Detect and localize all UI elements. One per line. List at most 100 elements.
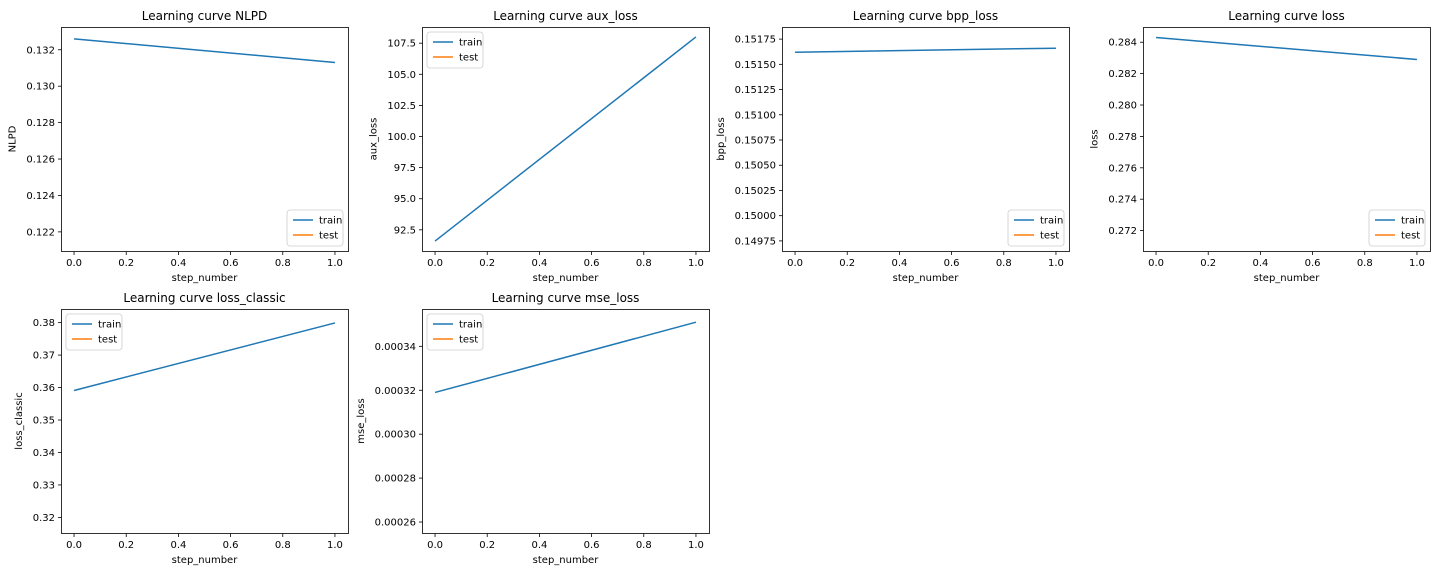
x-tick-label: 0.6	[584, 540, 600, 551]
legend-label-test: test	[1040, 231, 1059, 242]
x-axis-label: step_number	[533, 555, 600, 566]
y-tick-label: 0.34	[33, 448, 55, 459]
y-axis-label: aux_loss	[369, 118, 380, 161]
y-tick-label: 0.280	[1108, 101, 1137, 112]
x-tick-label: 0.2	[118, 258, 134, 269]
y-tick-label: 0.272	[1108, 226, 1137, 237]
y-tick-label: 0.132	[26, 45, 55, 56]
y-tick-label: 0.00032	[375, 386, 416, 397]
y-tick-label: 0.124	[26, 191, 55, 202]
y-tick-label: 100.0	[387, 132, 416, 143]
x-tick-label: 0.2	[479, 540, 495, 551]
x-tick-label: 1.0	[1409, 258, 1425, 269]
x-tick-label: 0.8	[275, 258, 291, 269]
x-tick-label: 0.4	[531, 258, 547, 269]
x-tick-label: 0.0	[66, 540, 82, 551]
y-tick-label: 0.15000	[735, 211, 776, 222]
y-tick-label: 0.130	[26, 82, 55, 93]
legend-label-test: test	[459, 53, 478, 64]
y-tick-label: 0.38	[33, 318, 55, 329]
y-tick-label: 105.0	[387, 70, 416, 81]
x-tick-label: 1.0	[327, 258, 343, 269]
y-tick-label: 0.36	[33, 383, 55, 394]
y-tick-label: 102.5	[387, 101, 416, 112]
legend-box	[426, 31, 484, 69]
y-tick-label: 0.274	[1108, 195, 1137, 206]
axes-frame	[422, 27, 710, 252]
legend: train test	[426, 31, 484, 69]
y-tick-label: 0.278	[1108, 132, 1137, 143]
subplot-2: Learning curve aux_loss 0.0 0.2 0.4 0.6 0.8 1.…	[369, 9, 710, 284]
legend-label-test: test	[459, 335, 478, 346]
y-tick-label: 0.00028	[375, 474, 416, 485]
x-tick-label: 0.6	[584, 258, 600, 269]
x-tick-label: 0.4	[531, 540, 547, 551]
x-tick-label: 0.0	[787, 258, 803, 269]
x-tick-label: 0.6	[223, 258, 239, 269]
legend-box	[1007, 209, 1065, 247]
chart-title: Learning curve mse_loss	[492, 291, 640, 305]
x-tick-label: 0.8	[636, 258, 652, 269]
subplot-6: Learning curve mse_loss 0.0 0.2 0.4 0.6 0.8 1.…	[356, 291, 710, 566]
x-tick-label: 0.8	[996, 258, 1012, 269]
axes-frame	[61, 27, 349, 252]
y-tick-label: 0.00030	[375, 430, 416, 441]
y-tick-label: 0.15025	[735, 186, 776, 197]
x-tick-label: 0.2	[839, 258, 855, 269]
legend-box	[65, 313, 123, 351]
legend-label-train: train	[459, 320, 482, 331]
x-tick-label: 0.8	[1357, 258, 1373, 269]
y-tick-label: 0.284	[1108, 38, 1137, 49]
y-tick-label: 0.276	[1108, 163, 1137, 174]
x-axis-label: step_number	[1254, 273, 1321, 284]
series-line-train	[795, 47, 1056, 53]
x-tick-label: 0.0	[427, 258, 443, 269]
y-tick-label: 0.15100	[735, 110, 776, 121]
y-tick-label: 0.126	[26, 155, 55, 166]
y-axis-label: loss_classic	[14, 392, 25, 449]
legend: train test	[286, 209, 344, 247]
x-tick-label: 0.6	[1305, 258, 1321, 269]
x-tick-label: 0.4	[891, 258, 907, 269]
legend: train test	[1368, 209, 1426, 247]
x-tick-label: 1.0	[1048, 258, 1064, 269]
series-line-train	[1155, 36, 1418, 61]
y-tick-label: 0.15050	[735, 161, 776, 172]
x-axis-label: step_number	[893, 273, 960, 284]
axes-frame	[422, 309, 710, 534]
x-tick-label: 0.2	[479, 258, 495, 269]
y-tick-label: 0.00026	[375, 518, 416, 529]
legend-label-test: test	[98, 335, 117, 346]
y-tick-label: 0.14975	[735, 236, 776, 247]
y-tick-label: 0.33	[33, 480, 55, 491]
legend: train test	[65, 313, 123, 351]
y-tick-label: 0.15075	[735, 136, 776, 147]
x-tick-label: 1.0	[327, 540, 343, 551]
y-tick-label: 0.15175	[735, 35, 776, 46]
legend-label-train: train	[98, 320, 121, 331]
subplot-5: Learning curve loss_classic 0.0 0.2 0.4 0.6 0…	[14, 291, 349, 566]
x-tick-label: 0.6	[223, 540, 239, 551]
y-tick-label: 0.35	[33, 416, 55, 427]
x-axis-label: step_number	[533, 273, 600, 284]
chart-title: Learning curve loss	[1228, 9, 1345, 23]
y-tick-label: 0.15150	[735, 60, 776, 71]
y-axis-label: NLPD	[8, 125, 19, 152]
x-tick-label: 0.0	[66, 258, 82, 269]
y-tick-label: 0.15125	[735, 85, 776, 96]
x-tick-label: 0.6	[944, 258, 960, 269]
legend-label-train: train	[1401, 216, 1424, 227]
series-line-train	[434, 36, 697, 242]
chart-title: Learning curve bpp_loss	[853, 9, 998, 23]
x-tick-label: 0.2	[118, 540, 134, 551]
y-axis-label: bpp_loss	[716, 117, 727, 160]
legend-box	[426, 313, 484, 351]
axes-frame	[61, 309, 349, 534]
x-tick-label: 1.0	[688, 540, 704, 551]
y-tick-label: 0.32	[33, 513, 55, 524]
x-tick-label: 0.8	[275, 540, 291, 551]
chart-title: Learning curve aux_loss	[493, 9, 638, 23]
subplot-1: Learning curve NLPD 0.0 0.2 0.4 0.6 0.8 1.0 0.1…	[8, 9, 349, 284]
y-tick-label: 95.0	[394, 194, 416, 205]
